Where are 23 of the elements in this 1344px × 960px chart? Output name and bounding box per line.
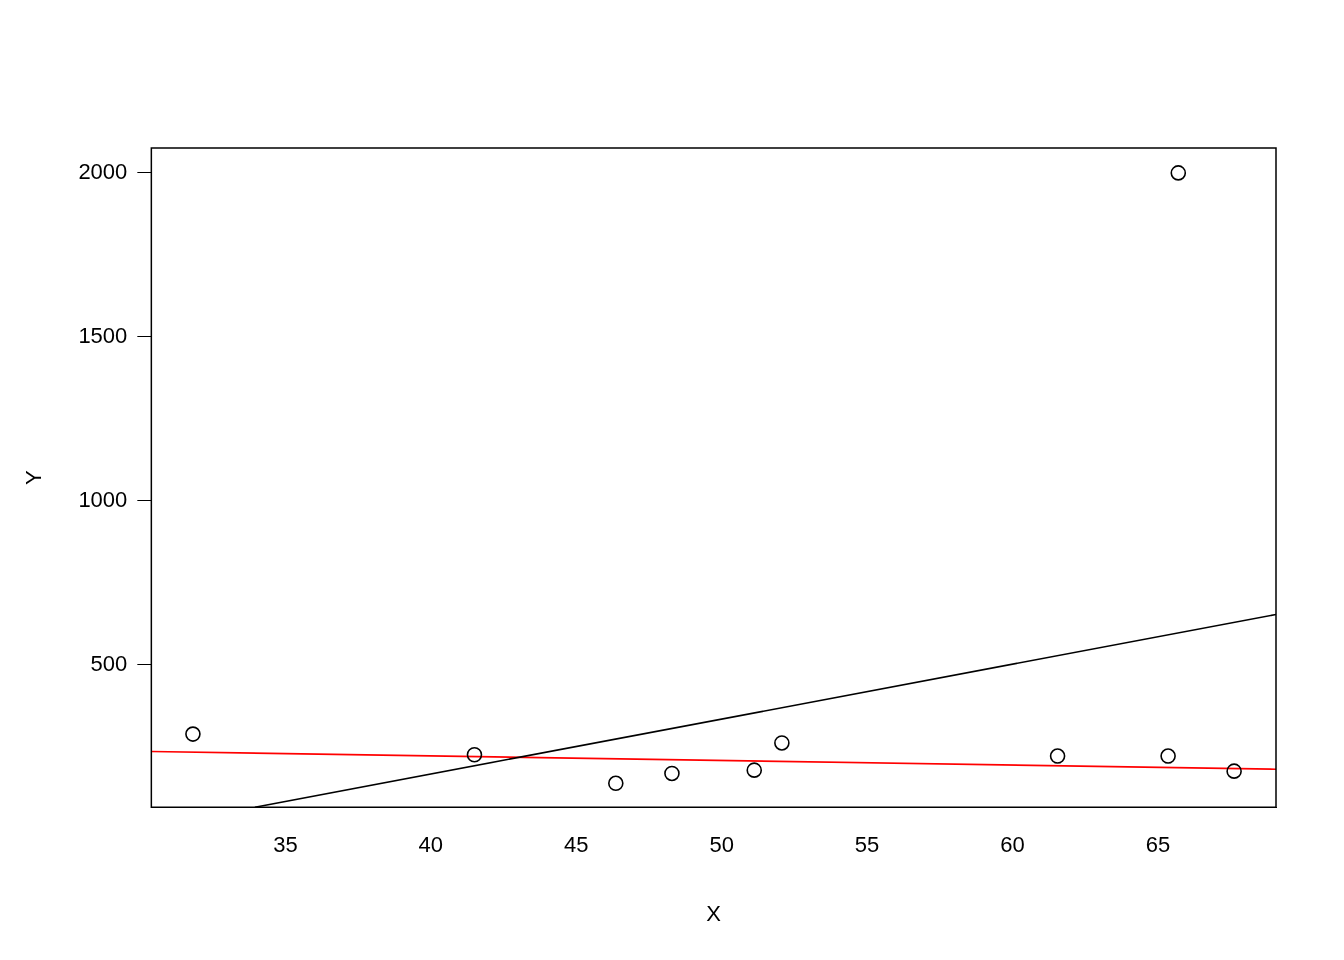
point: [664, 765, 680, 782]
x-axis-title: X: [706, 900, 722, 926]
x-tick-label: 45: [564, 832, 589, 858]
point: [608, 775, 624, 792]
point: [466, 746, 483, 763]
x-tick-label: 40: [418, 832, 444, 858]
x-tick-label: 65: [1145, 832, 1171, 858]
y-axis-title: Y: [21, 469, 47, 485]
point: [1049, 748, 1066, 764]
x-tick-label: 60: [1000, 832, 1025, 858]
x-tick-label: 55: [854, 832, 880, 858]
point: [774, 735, 790, 751]
y-tick-label: 1500: [78, 322, 128, 348]
point: [1160, 748, 1176, 764]
point: [1170, 165, 1187, 181]
x-tick-label: 35: [273, 832, 298, 858]
point: [185, 726, 201, 742]
y-tick-label: 2000: [78, 158, 128, 184]
x-tick-label: 50: [709, 832, 734, 858]
point: [1226, 763, 1242, 779]
y-tick-label: 500: [90, 650, 128, 676]
point: [746, 762, 763, 778]
y-tick-label: 1000: [78, 486, 128, 512]
